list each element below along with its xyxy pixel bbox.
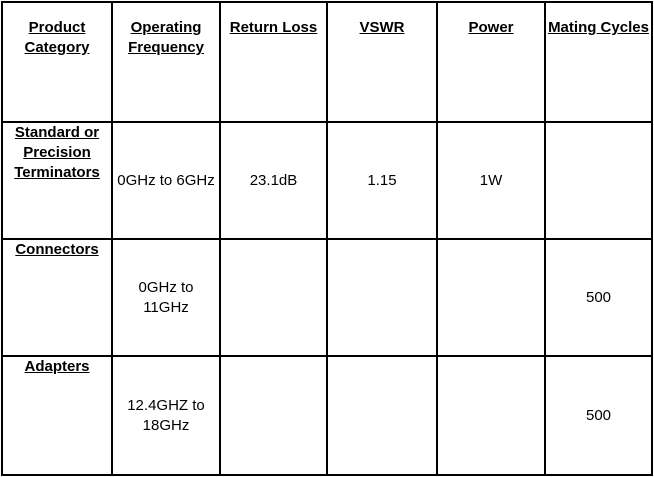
cell-adapters-operating-frequency: 12.4GHZ to 18GHz [111, 355, 221, 476]
cell-connectors-mating-cycles: 500 [544, 238, 653, 357]
cell-terminators-operating-frequency: 0GHz to 6GHz [111, 121, 221, 240]
cell-connectors-operating-frequency: 0GHz to 11GHz [111, 238, 221, 357]
cell-connectors-category: Connectors [1, 238, 113, 357]
cell-adapters-category: Adapters [1, 355, 113, 476]
column-header-operating-frequency: Operating Frequency [111, 1, 221, 123]
cell-connectors-return-loss [219, 238, 328, 357]
cell-adapters-return-loss [219, 355, 328, 476]
cell-connectors-power [436, 238, 546, 357]
table-row-terminators: Standard or Precision Terminators 0GHz t… [1, 121, 653, 240]
column-header-product-category: Product Category [1, 1, 113, 123]
cell-adapters-vswr [326, 355, 438, 476]
cell-terminators-power: 1W [436, 121, 546, 240]
cell-terminators-return-loss: 23.1dB [219, 121, 328, 240]
cell-connectors-vswr [326, 238, 438, 357]
cell-terminators-category: Standard or Precision Terminators [1, 121, 113, 240]
column-header-mating-cycles: Mating Cycles [544, 1, 653, 123]
column-header-vswr: VSWR [326, 1, 438, 123]
cell-terminators-mating-cycles [544, 121, 653, 240]
column-header-return-loss: Return Loss [219, 1, 328, 123]
cell-terminators-vswr: 1.15 [326, 121, 438, 240]
cell-adapters-mating-cycles: 500 [544, 355, 653, 476]
header-row: Product Category Operating Frequency Ret… [1, 1, 653, 123]
table-row-adapters: Adapters 12.4GHZ to 18GHz 500 [1, 355, 653, 476]
column-header-power: Power [436, 1, 546, 123]
table-row-connectors: Connectors 0GHz to 11GHz 500 [1, 238, 653, 357]
cell-adapters-power [436, 355, 546, 476]
